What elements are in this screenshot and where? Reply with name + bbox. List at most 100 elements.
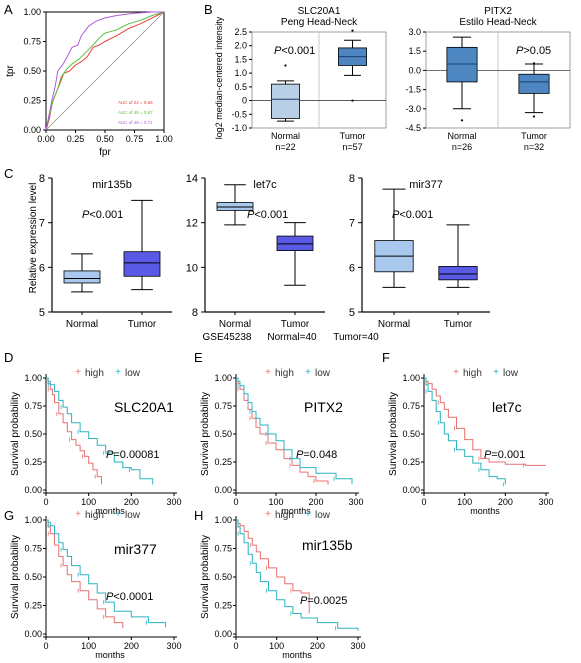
km-h-x-tick-label: 300 (350, 641, 365, 651)
panel-c-3-group-label: Normal (378, 319, 410, 330)
panel-b-2-box-tumor-outlier (532, 62, 536, 65)
km-g-y-tick-label: 0.50 (24, 572, 42, 582)
panel-b-1-title: SLC20A1 (298, 6, 341, 17)
km-f-curve-high (424, 377, 546, 466)
km-e-legend-high-label: high (275, 368, 294, 379)
roc-y-tick-label: 0.50 (23, 66, 41, 76)
km-f-y-tick-label: 0.50 (402, 429, 420, 439)
panel-c-1-y-tick-label: 5 (39, 307, 45, 319)
km-f-legend-high-marker: + (453, 367, 459, 378)
panel-b-2-group-n: n=32 (524, 142, 544, 152)
km-d-p-value: P=0.00081 (106, 449, 160, 461)
km-h-y-tick-label: 0.50 (214, 572, 232, 582)
km-g-x-tick-label: 0 (43, 641, 48, 651)
km-g-curve-high (46, 519, 124, 629)
km-e-p-value: P=0.048 (296, 449, 337, 461)
km-f-legend-low-marker: + (493, 367, 499, 378)
km-h-y-tick-label: 1.00 (214, 515, 232, 525)
panel-b-2-group-n: n=26 (452, 142, 472, 152)
panel-c-footer-normal: Normal=40 (267, 332, 317, 343)
panel-b-1-subtitle: Peng Head-Neck (281, 17, 358, 28)
km-e-x-tick-label: 0 (233, 497, 238, 507)
panel-c-3-y-tick-label: 5 (349, 307, 355, 319)
panel-c-3-title: mir377 (409, 179, 443, 191)
roc-x-tick-label: 0.25 (67, 134, 85, 144)
km-d-y-tick-label: 0.00 (24, 485, 42, 495)
km-f-y-tick-label: 1.00 (402, 373, 420, 383)
km-h-x-tick-label: 100 (269, 641, 284, 651)
km-g-y-tick-label: 1.00 (24, 515, 42, 525)
panel-b-1-box-normal-box (271, 83, 300, 119)
km-e-y-tick-label: 0.00 (214, 485, 232, 495)
panel-b-1-y-tick-label: 2.5 (234, 27, 247, 37)
panel-c-2-group-label: Tumor (281, 319, 310, 330)
panel-c-3-y-tick-label: 6 (349, 262, 355, 274)
panel-b-1-group-label: Normal (271, 131, 300, 141)
panel-c-3-y-tick-label: 8 (349, 173, 355, 185)
km-e-curve-low (236, 377, 353, 485)
km-f-y-tick-label: 0.75 (402, 401, 420, 411)
km-h-y-tick-label: 0.25 (214, 601, 232, 611)
panel-letter-b: B (204, 2, 213, 17)
km-e-gene-label: PITX2 (304, 399, 343, 415)
panel-b-2-title: PITX2 (484, 6, 512, 17)
km-h-curve-low (236, 519, 359, 631)
km-h-curve-high (236, 519, 310, 614)
km-e-x-tick-label: 100 (268, 497, 283, 507)
panel-c-1-group-label: Normal (66, 319, 98, 330)
panel-c-footer-dataset: GSE45238 (203, 332, 252, 343)
km-e-y-tick-label: 0.25 (214, 457, 232, 467)
panel-c-3-p-value: P<0.001 (392, 209, 433, 221)
roc-legend-entry: AUC of 24 = 0.66 (118, 100, 153, 105)
km-f-x-tick-label: 0 (421, 497, 426, 507)
km-h-x-axis-label: months (282, 650, 312, 660)
roc-legend-entry: AUC of 48 = 0.67 (118, 110, 153, 115)
panel-c-3-y-tick-label: 7 (349, 218, 355, 230)
km-d-y-tick-label: 1.00 (24, 373, 42, 383)
panel-c-1-box-normal-box (63, 270, 101, 284)
km-d-x-tick-label: 0 (43, 497, 48, 507)
km-d-x-tick-label: 100 (81, 497, 96, 507)
km-e-x-axis-label: months (281, 506, 311, 516)
roc-x-tick-label: 0.00 (37, 134, 55, 144)
km-h-legend-low-marker: + (305, 509, 311, 520)
panel-b-1-y-tick-label: 1.5 (234, 54, 247, 64)
km-f-x-tick-label: 200 (498, 497, 513, 507)
km-g-legend-low-label: low (125, 510, 141, 521)
km-d-x-tick-label: 300 (166, 497, 181, 507)
panel-c-1-group-label: Tumor (128, 319, 157, 330)
panel-b-1-group-label: Tumor (340, 131, 366, 141)
panel-b-1-y-tick-label: 1.0 (234, 68, 247, 78)
panel-b-2-y-tick-label: -3.0 (405, 104, 421, 114)
panel-c-y-axis-label: Relative expression level (28, 183, 39, 294)
panel-b-2-y-tick-label: 0.0 (408, 65, 421, 75)
km-e-y-tick-label: 1.00 (214, 373, 232, 383)
roc-x-axis-label: fpr (99, 147, 111, 158)
panel-c-3-box-tumor-box (438, 266, 478, 281)
km-d-y-tick-label: 0.25 (24, 457, 42, 467)
km-e-x-tick-label: 200 (308, 497, 323, 507)
panel-c-2-box-normal-box (216, 202, 254, 211)
km-h-x-tick-label: 0 (233, 641, 238, 651)
km-g-curve-low (46, 519, 166, 628)
roc-y-tick-label: 0.00 (23, 125, 41, 135)
km-g-y-tick-label: 0.00 (24, 629, 42, 639)
km-d-legend-low-marker: + (115, 367, 121, 378)
km-f-y-axis-label: Survival probability (388, 392, 399, 476)
km-e-y-axis-label: Survival probability (200, 392, 211, 476)
roc-diagonal (45, 11, 165, 131)
panel-b-1-group-n: n=22 (275, 142, 295, 152)
km-g-x-tick-label: 100 (81, 641, 96, 651)
km-g-y-tick-label: 0.75 (24, 544, 42, 554)
km-f-gene-label: let7c (492, 399, 522, 415)
panel-b-2-p-value: P>0.05 (516, 45, 551, 57)
panel-b-1-y-tick-label: 2.0 (234, 41, 247, 51)
km-f-legend-low-label: low (503, 368, 519, 379)
km-d-y-axis-label: Survival probability (10, 392, 21, 476)
km-e-legend-low-label: low (315, 368, 331, 379)
km-g-legend-low-marker: + (115, 509, 121, 520)
km-h-y-axis-label: Survival probability (200, 535, 211, 619)
roc-x-tick-label: 0.75 (126, 134, 144, 144)
km-h-y-tick-label: 0.00 (214, 629, 232, 639)
